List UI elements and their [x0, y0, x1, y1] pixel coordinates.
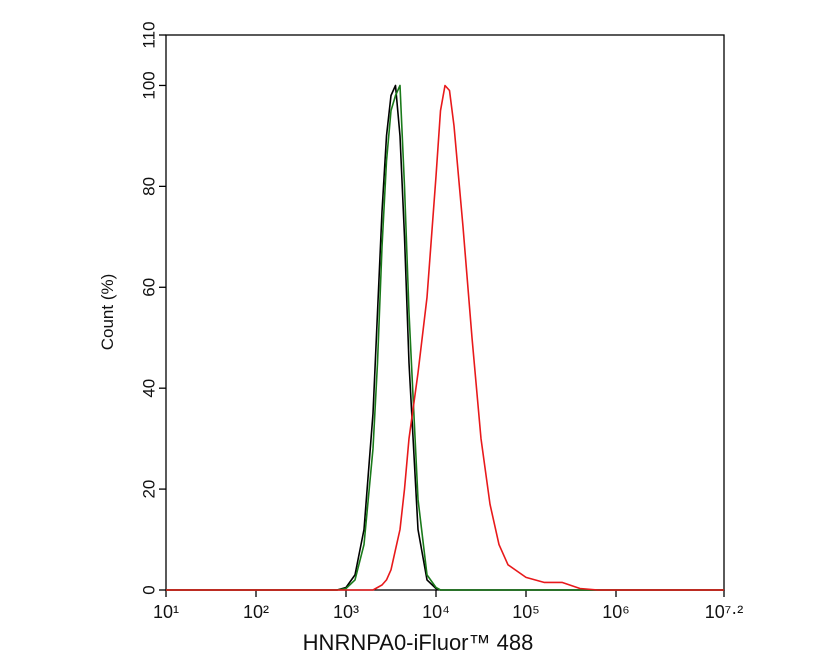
- x-tick-label: 10⁷·²: [705, 602, 744, 622]
- x-tick-label: 10²: [243, 602, 269, 622]
- y-tick-label: 60: [139, 278, 158, 297]
- y-tick-label: 80: [139, 177, 158, 196]
- series-line: [166, 84, 724, 591]
- x-tick-label: 10⁵: [512, 602, 539, 622]
- x-tick-label: 10¹: [153, 602, 179, 622]
- x-tick-label: 10⁴: [422, 602, 450, 622]
- y-tick-label: 20: [139, 480, 158, 499]
- y-tick-label: 40: [139, 379, 158, 398]
- plot-frame: [165, 34, 725, 591]
- y-tick-label: 0: [139, 585, 158, 594]
- y-axis-title: Count (%): [98, 274, 117, 351]
- x-axis-title: HNRNPA0-iFluor™ 488: [303, 630, 534, 655]
- series-line: [166, 84, 724, 591]
- x-tick-label: 10⁶: [602, 602, 629, 622]
- y-tick-label: 100: [139, 71, 158, 99]
- x-tick-label: 10³: [333, 602, 359, 622]
- series-line: [166, 84, 724, 591]
- y-tick-label: 110: [139, 21, 158, 48]
